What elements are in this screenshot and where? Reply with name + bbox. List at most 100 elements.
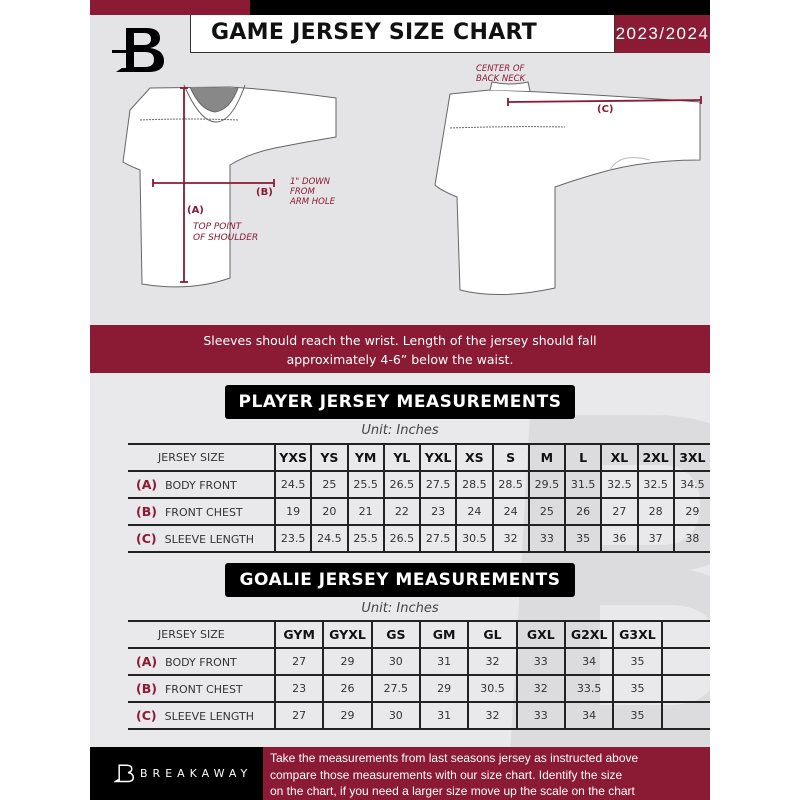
player-size-table: JERSEY SIZE YXS YS YM YL YXL XS S M L XL 2XL 3XL (A) B… [128,443,710,553]
goalie-unit: Unit: Inches [361,601,439,616]
table-row: (A) BODY FRONT 27 29 30 31 32 33 34 35 [128,647,710,676]
table-cell: 30.5 [467,674,518,703]
size-column-header: XL [600,443,639,472]
table-cell: 32.5 [600,470,639,499]
row-label: (B) FRONT CHEST [128,674,276,703]
row-name: FRONT CHEST [164,683,243,696]
row-letter: (B) [136,504,157,519]
table-cell: 19 [273,497,313,526]
top-bar-dark [250,0,710,15]
row-label: (A) BODY FRONT [128,647,276,676]
label-a: (A) [187,205,204,216]
table-cell: 27 [273,647,325,676]
table-cell: 35 [563,524,603,553]
table-row: (B) FRONT CHEST 23 26 27.5 29 30.5 32 33.5 35 [128,674,710,703]
table-cell [660,647,710,676]
size-column-header: G3XL [612,620,663,649]
b-note: 1" DOWN FROM ARM HOLE [290,177,335,207]
table-cell [660,674,710,703]
table-cell [660,701,710,730]
row-letter: (B) [136,681,157,696]
table-cell: 24 [455,497,494,526]
table-cell: 26 [563,497,603,526]
table-cell: 24.5 [273,470,313,499]
size-column-header: G2XL [563,620,615,649]
table-cell: 24 [491,497,530,526]
page-title: GAME JERSEY SIZE CHART [211,20,538,45]
table-cell: 28.5 [455,470,494,499]
table-cell: 21 [346,497,385,526]
footer-instructions: Take the measurements from last seasons … [263,747,710,800]
size-column-header: 2XL [636,443,675,472]
table-cell: 29 [418,674,470,703]
table-cell: 30 [370,701,421,730]
goalie-section-title: GOALIE JERSEY MEASUREMENTS [225,563,575,597]
instruction-line: Sleeves should reach the wrist. Length o… [203,333,597,348]
table-cell: 23 [273,674,325,703]
row-letter: (A) [136,477,158,492]
table-row: (C) SLEEVE LENGTH 23.5 24.5 25.5 26.5 27.5 30.5… [128,524,710,553]
table-cell: 23.5 [273,524,313,553]
table-cell: 24.5 [310,524,349,553]
footer-line: compare those measurements with our size… [270,767,623,782]
table-cell: 32 [515,674,566,703]
size-column-header: YS [310,443,349,472]
table-cell: 26 [322,674,373,703]
table-cell: 35 [612,701,663,730]
breakaway-logo-icon [112,28,164,72]
table-cell: 34 [563,647,615,676]
table-cell: 31 [418,701,470,730]
size-column-header: YM [346,443,385,472]
size-header: JERSEY SIZE [128,443,276,472]
table-cell: 27 [273,701,325,730]
row-letter: (A) [136,654,158,669]
front-jersey-icon [122,84,337,288]
label-c: (C) [597,104,614,115]
size-header: JERSEY SIZE [128,620,276,649]
table-cell: 31.5 [563,470,603,499]
table-cell: 20 [310,497,349,526]
player-unit: Unit: Inches [361,423,439,438]
table-cell: 25 [527,497,567,526]
title-box: GAME JERSEY SIZE CHART [190,15,615,53]
measure-c-line [507,99,702,103]
back-jersey-icon [434,81,701,295]
table-cell: 33 [527,524,567,553]
footer-brand: BREAKAWAY [90,747,263,800]
season-badge: 2023/2024 [615,15,710,53]
table-cell: 36 [600,524,639,553]
table-cell: 30 [370,647,421,676]
table-cell: 37 [636,524,675,553]
table-cell: 27.5 [418,470,458,499]
brand-name: BREAKAWAY [140,767,253,780]
table-cell: 26.5 [382,470,422,499]
row-name: BODY FRONT [165,479,237,492]
table-cell: 34 [563,701,615,730]
table-cell: 33 [515,647,566,676]
row-label: (C) SLEEVE LENGTH [128,701,276,730]
player-section-title: PLAYER JERSEY MEASUREMENTS [225,385,575,419]
size-column-header: GM [418,620,470,649]
size-column-header: XS [455,443,494,472]
row-label: (A) BODY FRONT [128,470,276,499]
table-cell: 35 [612,674,663,703]
size-column-header: GYXL [322,620,373,649]
row-name: FRONT CHEST [164,506,243,519]
table-cell: 38 [672,524,710,553]
breakaway-small-logo-icon [114,764,134,783]
size-column-header: GYM [273,620,325,649]
table-cell: 27.5 [418,524,458,553]
size-column-header: 3XL [672,443,710,472]
table-cell: 35 [612,647,663,676]
footer-line: Take the measurements from last seasons … [270,751,639,765]
size-column-header: GL [467,620,518,649]
table-cell: 25 [310,470,349,499]
size-column-header: M [527,443,567,472]
measurement-lines [152,87,702,283]
table-cell: 22 [382,497,422,526]
instructions-band: Sleeves should reach the wrist. Length o… [90,325,710,373]
top-bar-accent [90,0,250,15]
table-cell: 28.5 [491,470,530,499]
table-cell: 27 [600,497,639,526]
table-cell: 25.5 [346,524,385,553]
